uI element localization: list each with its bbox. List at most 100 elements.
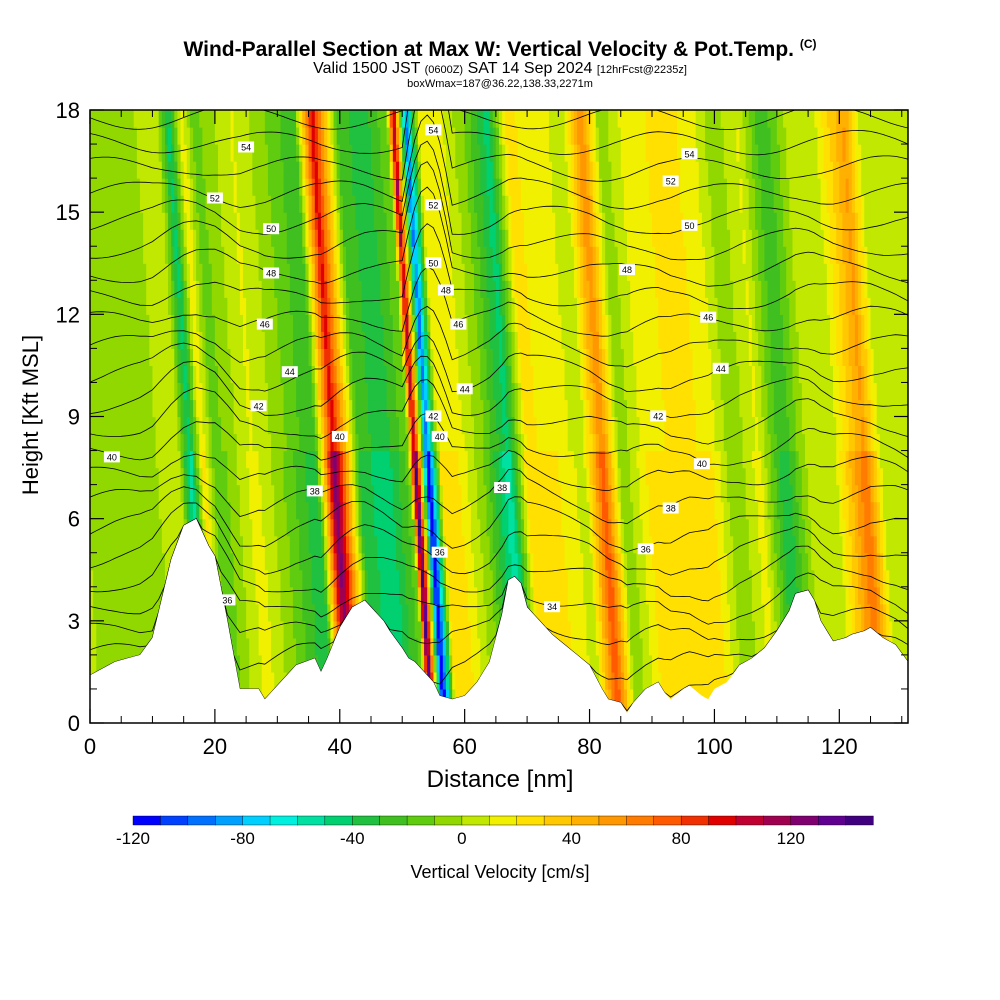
w-cell [633, 654, 637, 673]
w-cell [367, 399, 372, 418]
w-cell [158, 399, 163, 418]
w-cell [858, 416, 862, 435]
w-cell [477, 501, 481, 520]
w-cell [461, 467, 466, 486]
w-cell [673, 484, 678, 503]
w-cell [655, 671, 659, 690]
w-cell [798, 535, 803, 554]
w-cell [648, 603, 653, 622]
w-cell [102, 416, 107, 435]
w-cell [630, 569, 634, 588]
w-cell [736, 535, 740, 554]
w-cell [642, 552, 647, 571]
w-cell [221, 484, 225, 503]
w-cell [342, 586, 347, 605]
w-cell [321, 620, 325, 639]
w-cell [630, 603, 634, 622]
w-cell [842, 399, 847, 418]
w-cell [311, 535, 316, 554]
w-cell [745, 433, 750, 452]
w-cell [321, 569, 325, 588]
w-cell [773, 484, 778, 503]
w-cell [892, 450, 897, 469]
w-cell [655, 433, 659, 452]
w-cell [267, 569, 272, 588]
w-cell [168, 467, 172, 486]
w-cell [470, 569, 475, 588]
w-cell [211, 501, 216, 520]
w-cell [427, 484, 431, 503]
w-cell [439, 620, 444, 639]
w-cell [296, 586, 300, 605]
w-cell [723, 467, 728, 486]
w-cell [676, 399, 681, 418]
w-cell [333, 518, 338, 537]
w-cell [277, 671, 282, 690]
w-cell [346, 552, 350, 571]
w-cell [755, 603, 759, 622]
w-cell [96, 586, 100, 605]
w-cell [505, 467, 509, 486]
w-cell [661, 569, 666, 588]
w-cell [405, 433, 410, 452]
w-cell [127, 467, 132, 486]
w-cell [555, 620, 559, 639]
w-cell [564, 467, 569, 486]
w-cell [414, 518, 419, 537]
w-cell [495, 535, 500, 554]
w-cell [439, 552, 444, 571]
w-cell [483, 535, 488, 554]
w-cell [627, 603, 631, 622]
w-cell [548, 552, 553, 571]
w-cell [314, 620, 319, 639]
w-cell [386, 467, 391, 486]
w-cell [230, 433, 235, 452]
w-cell [651, 433, 656, 452]
w-cell [189, 399, 194, 418]
w-cell [595, 467, 600, 486]
w-cell [730, 586, 734, 605]
w-cell [305, 620, 310, 639]
w-cell [286, 501, 291, 520]
w-cell [271, 637, 275, 656]
w-cell [726, 603, 731, 622]
w-cell [592, 399, 597, 418]
w-cell [826, 552, 831, 571]
w-cell [274, 416, 278, 435]
w-cell [186, 467, 191, 486]
w-cell [904, 484, 908, 503]
w-cell [139, 620, 144, 639]
w-cell [548, 450, 553, 469]
w-cell [651, 518, 656, 537]
w-cell [758, 484, 762, 503]
w-cell [583, 399, 588, 418]
w-cell [430, 620, 435, 639]
w-cell [555, 399, 559, 418]
w-cell [748, 569, 753, 588]
w-cell [180, 484, 185, 503]
w-cell [854, 552, 859, 571]
w-cell [96, 399, 100, 418]
w-cell [686, 433, 691, 452]
w-cell [617, 518, 622, 537]
w-cell [573, 518, 578, 537]
w-cell [395, 416, 400, 435]
w-cell [795, 518, 800, 537]
w-cell [346, 586, 350, 605]
w-cell [811, 552, 815, 571]
w-cell [667, 603, 672, 622]
w-cell [673, 399, 678, 418]
w-cell [399, 450, 403, 469]
w-cell [723, 450, 728, 469]
w-cell [820, 399, 825, 418]
w-cell [93, 467, 97, 486]
w-cell [829, 399, 834, 418]
w-cell [90, 586, 94, 605]
w-cell [386, 450, 391, 469]
w-cell [143, 399, 147, 418]
w-cell [202, 467, 207, 486]
w-cell [349, 433, 353, 452]
w-cell [701, 399, 706, 418]
w-cell [342, 501, 347, 520]
w-cell [726, 654, 731, 673]
